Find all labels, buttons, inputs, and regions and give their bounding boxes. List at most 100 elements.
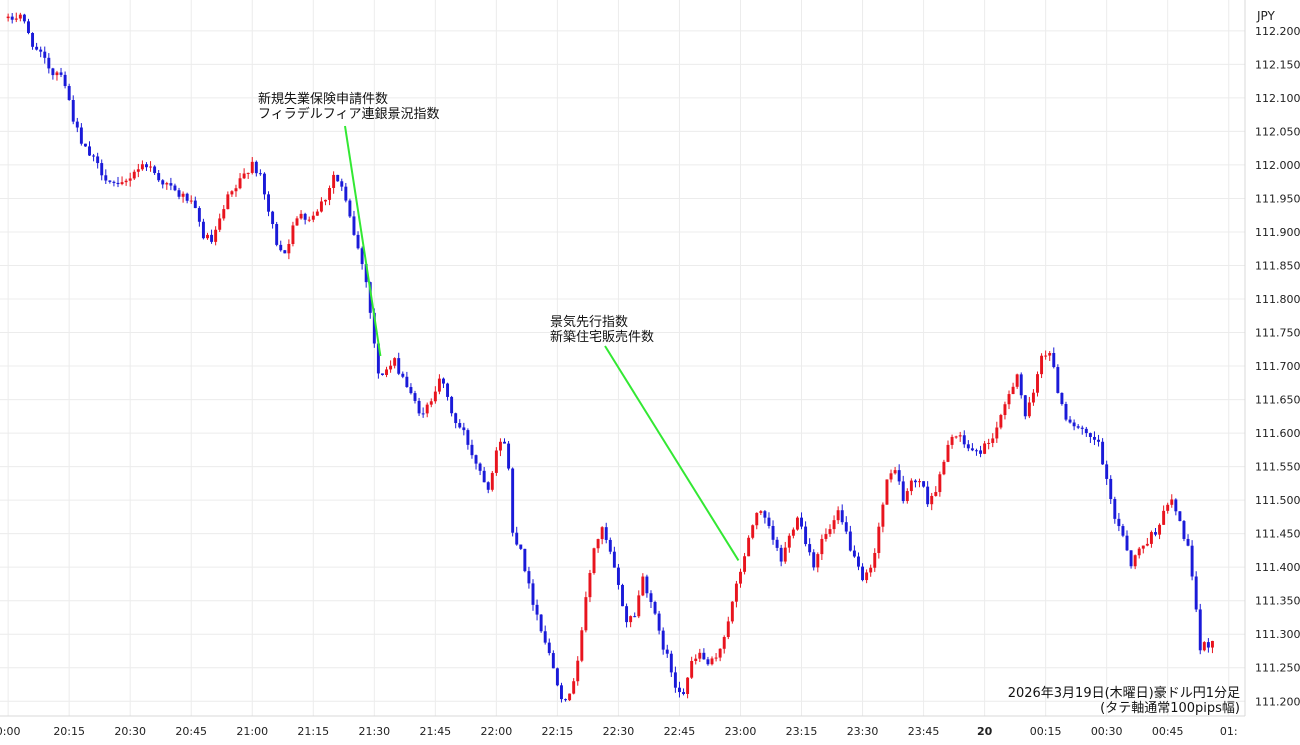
candle [482, 466, 486, 483]
candle [588, 569, 592, 603]
candle [210, 229, 214, 244]
candle [1044, 350, 1048, 360]
candle [222, 205, 226, 221]
candle [324, 199, 327, 206]
candle [1117, 512, 1121, 532]
annotation-pointer-line [604, 345, 740, 561]
candle [18, 12, 22, 22]
candle [918, 478, 921, 488]
candle [1076, 424, 1080, 430]
candle [27, 18, 30, 35]
candle [596, 538, 600, 553]
candle [254, 160, 258, 177]
x-tick-label: 00:15 [1030, 725, 1062, 738]
candle [938, 471, 942, 497]
candle [51, 67, 55, 80]
candle [946, 440, 950, 463]
x-tick-label: 23:30 [847, 725, 879, 738]
candle [669, 650, 673, 678]
candle [31, 32, 35, 50]
candle [55, 70, 59, 81]
candle [1133, 554, 1137, 570]
candle [730, 601, 734, 624]
x-tick-label: 20 [977, 725, 993, 738]
candle [966, 440, 970, 452]
y-tick-label: 111.850 [1255, 259, 1300, 272]
candle [804, 521, 808, 547]
candle [149, 161, 153, 172]
candle [710, 656, 714, 666]
candle [905, 488, 909, 504]
candle [828, 524, 832, 537]
candle [934, 486, 938, 497]
candle [433, 386, 437, 404]
candle [1198, 603, 1202, 655]
candle [295, 216, 299, 226]
candle [250, 157, 254, 175]
candle [132, 169, 136, 181]
candle [218, 213, 222, 233]
candle [75, 117, 79, 133]
chart-caption-line-2: (タテ軸通常100pips幅) [1100, 701, 1240, 716]
candle [299, 210, 303, 220]
candle [1052, 347, 1056, 369]
candle [307, 216, 311, 223]
candle [755, 512, 759, 530]
y-tick-label: 112.100 [1255, 92, 1300, 105]
candle [816, 552, 820, 573]
candle [478, 462, 482, 476]
candle [116, 176, 120, 188]
candle [340, 178, 344, 191]
candle [1097, 434, 1100, 447]
candle [641, 573, 645, 597]
candle [767, 512, 771, 529]
candle [1080, 425, 1084, 435]
x-tick-label: 22:30 [603, 725, 635, 738]
candle [942, 459, 946, 476]
candle [649, 590, 653, 609]
candle [47, 53, 51, 74]
y-tick-label: 111.550 [1255, 461, 1300, 474]
candle [498, 438, 502, 457]
chart-caption-line-1: 2026年3月19日(木曜日)豪ドル円1分足 [1008, 685, 1240, 701]
candle [975, 448, 978, 456]
candle [523, 548, 527, 573]
candle [771, 520, 775, 545]
candle [157, 169, 161, 183]
candle [930, 492, 934, 511]
candle [1162, 505, 1166, 525]
candle [507, 441, 511, 471]
candle [1105, 460, 1109, 485]
candle [1121, 523, 1125, 538]
candle [442, 377, 445, 389]
candle [714, 653, 718, 662]
candle [120, 176, 124, 186]
candle [991, 433, 995, 448]
candle [348, 198, 352, 218]
candle [201, 218, 205, 240]
y-tick-label: 111.650 [1255, 394, 1300, 407]
annotation-label: 景気先行指数 [550, 314, 628, 330]
candle [238, 173, 242, 190]
candle [600, 526, 604, 545]
candle [616, 563, 620, 590]
y-tick-label: 111.200 [1255, 695, 1300, 708]
candle [401, 371, 405, 379]
currency-label: JPY [1256, 9, 1276, 23]
candle [437, 374, 441, 395]
annotation-pointer-line [344, 125, 382, 357]
y-axis-ticks: 112.200 112.150 112.100 112.050 112.000 111.9… [1255, 25, 1300, 708]
candle [385, 366, 388, 378]
candle [173, 183, 177, 192]
y-tick-label: 111.250 [1255, 662, 1300, 675]
candle [336, 174, 340, 182]
candle [319, 197, 323, 213]
candle [181, 191, 185, 203]
candle [421, 407, 425, 418]
x-tick-label: 21:45 [419, 725, 451, 738]
candle [568, 693, 572, 702]
candle [486, 481, 490, 494]
candle [560, 682, 563, 703]
candle [852, 545, 856, 558]
